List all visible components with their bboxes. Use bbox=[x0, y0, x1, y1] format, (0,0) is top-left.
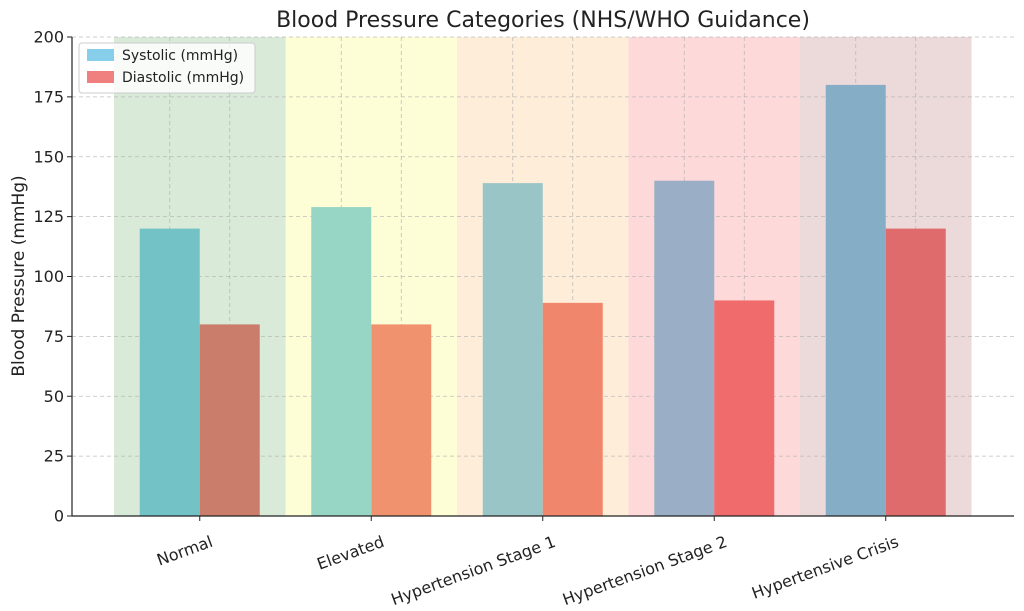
y-tick-label: 0 bbox=[54, 507, 64, 526]
x-ticks: Normal Elevated Hypertension Stage 1 Hypert… bbox=[154, 516, 901, 609]
bar-systolic-mmhg-elevated bbox=[311, 207, 372, 517]
y-axis-label: Blood Pressure (mmHg) bbox=[9, 175, 29, 376]
y-tick-label: 75 bbox=[44, 327, 64, 346]
bar-systolic-mmhg-hypertension-stage-2 bbox=[654, 180, 715, 516]
x-tick-label-hypertensive-crisis: Hypertensive Crisis bbox=[749, 532, 901, 603]
x-tick-label-hypertension-stage-2: Hypertension Stage 2 bbox=[560, 532, 730, 609]
bar-diastolic-mmhg-hypertensive-crisis bbox=[885, 228, 946, 516]
legend-label-diastolic: Diastolic (mmHg) bbox=[122, 70, 244, 86]
legend-box bbox=[78, 42, 256, 94]
legend-swatch-diastolic bbox=[87, 71, 114, 83]
bar-systolic-mmhg-hypertension-stage-1 bbox=[482, 183, 543, 516]
y-tick-label: 25 bbox=[44, 447, 64, 466]
y-tick-label: 150 bbox=[33, 147, 64, 166]
bars bbox=[139, 84, 946, 517]
bar-systolic-mmhg-normal bbox=[139, 228, 200, 516]
legend-label-systolic: Systolic (mmHg) bbox=[122, 48, 238, 64]
x-tick-label-hypertension-stage-1: Hypertension Stage 1 bbox=[388, 532, 558, 609]
y-ticks: 0 25 50 75 100 125 150 175 200 bbox=[33, 28, 72, 526]
legend: Systolic (mmHg) Diastolic (mmHg) bbox=[78, 42, 256, 94]
bar-systolic-mmhg-hypertensive-crisis bbox=[825, 84, 886, 517]
bar-diastolic-mmhg-normal bbox=[199, 324, 260, 516]
y-tick-label: 50 bbox=[44, 387, 64, 406]
y-tick-label: 100 bbox=[33, 267, 64, 286]
legend-swatch-systolic bbox=[87, 49, 114, 61]
bar-diastolic-mmhg-hypertension-stage-1 bbox=[542, 302, 603, 516]
y-tick-label: 125 bbox=[33, 207, 64, 226]
y-tick-label: 175 bbox=[33, 87, 64, 106]
bar-diastolic-mmhg-elevated bbox=[371, 324, 432, 516]
y-tick-label: 200 bbox=[33, 28, 64, 47]
x-tick-label-normal: Normal bbox=[154, 532, 215, 570]
bar-diastolic-mmhg-hypertension-stage-2 bbox=[714, 300, 775, 516]
x-tick-label-elevated: Elevated bbox=[314, 532, 386, 574]
chart-title: Blood Pressure Categories (NHS/WHO Guida… bbox=[276, 8, 810, 33]
